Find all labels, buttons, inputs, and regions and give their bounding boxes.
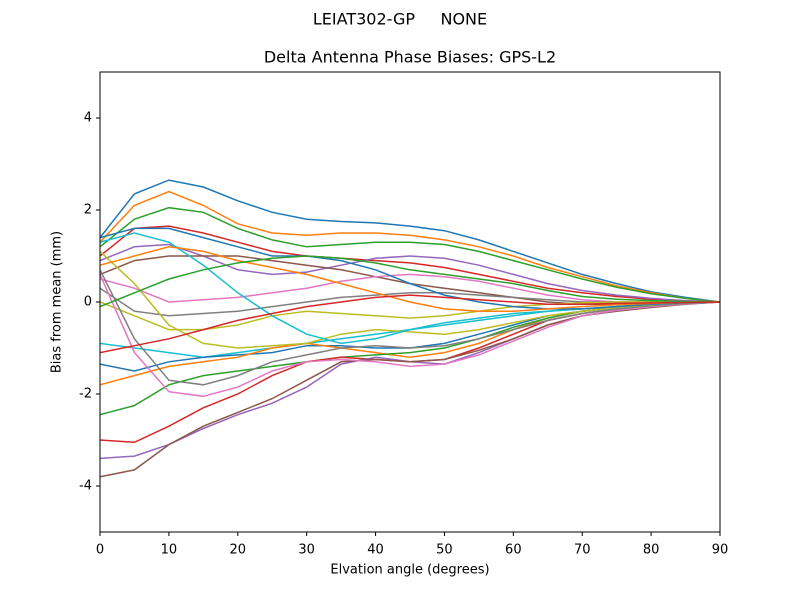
data-line [100,190,720,303]
data-line [100,255,720,308]
data-line [100,206,720,303]
y-tick-label: 0 [84,295,92,310]
data-line [100,269,720,386]
x-axis-label: Elvation angle (degrees) [330,563,489,578]
y-tick-label: 2 [84,203,92,218]
x-tick-label: 70 [574,543,591,558]
x-tick-label: 80 [643,543,660,558]
y-axis-label: Bias from mean (mm) [50,231,65,373]
suptitle: LEIAT302-GP NONE [313,10,487,29]
data-line [100,294,720,354]
y-tick-label: -4 [79,479,92,494]
y-tick-label: -2 [79,387,92,402]
data-line [100,179,720,303]
x-tick-label: 10 [161,543,178,558]
data-line [100,274,720,398]
data-line [100,301,720,478]
x-tick-label: 90 [712,543,729,558]
y-tick-label: 4 [84,111,92,126]
data-line [100,225,720,303]
x-tick-label: 50 [436,543,453,558]
x-tick-label: 60 [505,543,522,558]
x-tick-label: 0 [96,543,104,558]
data-line [100,301,720,460]
data-line [100,301,720,372]
chart-title: Delta Antenna Phase Biases: GPS-L2 [264,48,556,67]
data-line [100,227,720,310]
x-tick-label: 30 [298,543,315,558]
data-line [100,250,720,349]
data-line [100,301,720,444]
data-line [100,246,720,312]
x-tick-label: 40 [367,543,384,558]
x-tick-label: 20 [230,543,247,558]
